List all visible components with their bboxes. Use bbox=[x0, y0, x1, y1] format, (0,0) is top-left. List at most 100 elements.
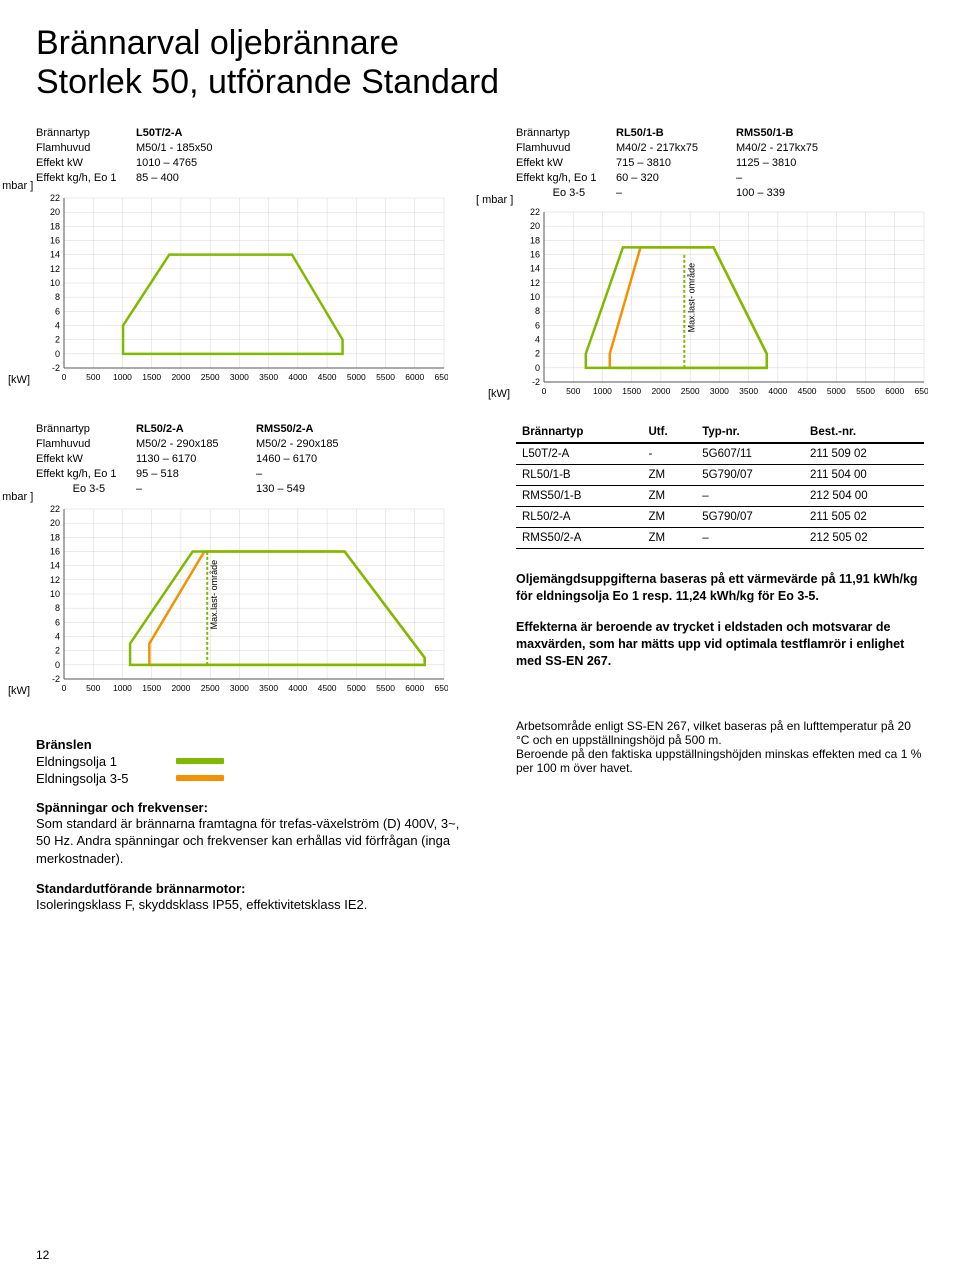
svg-text:10: 10 bbox=[530, 292, 540, 302]
table-cell: 5G607/11 bbox=[696, 443, 804, 465]
chart-2: Max.last- område2220181614121086420-2050… bbox=[516, 208, 928, 398]
spec-value: 1460 – 6170 bbox=[256, 452, 376, 467]
svg-text:5500: 5500 bbox=[376, 683, 395, 693]
svg-text:12: 12 bbox=[50, 574, 60, 584]
svg-text:0: 0 bbox=[535, 363, 540, 373]
table-cell: ZM bbox=[642, 507, 696, 528]
spec-value: – bbox=[736, 171, 856, 186]
spec-value: M50/2 - 290x185 bbox=[136, 437, 256, 452]
table-cell: 5G790/07 bbox=[696, 507, 804, 528]
svg-text:6: 6 bbox=[55, 306, 60, 316]
spec-col-header: L50T/2-A bbox=[136, 126, 256, 141]
table-header: Best.-nr. bbox=[804, 422, 924, 443]
table-cell: ZM bbox=[642, 528, 696, 549]
svg-text:18: 18 bbox=[50, 221, 60, 231]
note-3: Arbetsområde enligt SS-EN 267, vilket ba… bbox=[516, 719, 924, 747]
spec-label: Effekt kg/h, Eo 1 bbox=[36, 467, 136, 482]
spec-col-header: RMS50/2-A bbox=[256, 422, 376, 437]
svg-text:12: 12 bbox=[530, 278, 540, 288]
svg-text:22: 22 bbox=[530, 208, 540, 217]
note-1: Oljemängdsuppgifterna baseras på ett vär… bbox=[516, 571, 924, 605]
motor-body: Isoleringsklass F, skyddsklass IP55, eff… bbox=[36, 896, 476, 914]
maxlast-label: Max.last- område bbox=[686, 263, 696, 333]
fuel-swatch bbox=[176, 775, 224, 781]
table-cell: 212 505 02 bbox=[804, 528, 924, 549]
motor-heading: Standardutförande brännarmotor: bbox=[36, 881, 476, 896]
table-header: Brännartyp bbox=[516, 422, 642, 443]
svg-text:0: 0 bbox=[62, 683, 67, 693]
table-cell: 211 505 02 bbox=[804, 507, 924, 528]
y-axis-unit: [ mbar ] bbox=[0, 180, 33, 192]
chart-3: Max.last- område2220181614121086420-2050… bbox=[36, 505, 448, 695]
svg-text:1000: 1000 bbox=[113, 372, 132, 382]
svg-text:6000: 6000 bbox=[885, 386, 904, 396]
table-cell: RL50/1-B bbox=[516, 465, 642, 486]
svg-text:4500: 4500 bbox=[318, 372, 337, 382]
spec-value: 1010 – 4765 bbox=[136, 156, 256, 171]
svg-text:-2: -2 bbox=[52, 674, 60, 684]
svg-text:3000: 3000 bbox=[230, 683, 249, 693]
svg-text:10: 10 bbox=[50, 278, 60, 288]
svg-text:20: 20 bbox=[50, 207, 60, 217]
svg-text:0: 0 bbox=[55, 348, 60, 358]
spec-value: 60 – 320 bbox=[616, 171, 736, 186]
info-column: BrännartypUtf.Typ-nr.Best.-nr. L50T/2-A-… bbox=[516, 422, 924, 694]
svg-text:12: 12 bbox=[50, 263, 60, 273]
chart-1: 2220181614121086420-20500100015002000250… bbox=[36, 194, 448, 384]
table-cell: RL50/2-A bbox=[516, 507, 642, 528]
table-cell: - bbox=[642, 443, 696, 465]
spec-col-header: RMS50/1-B bbox=[736, 126, 856, 141]
svg-text:14: 14 bbox=[50, 249, 60, 259]
table-cell: ZM bbox=[642, 486, 696, 507]
svg-text:4500: 4500 bbox=[318, 683, 337, 693]
table-cell: RMS50/2-A bbox=[516, 528, 642, 549]
svg-text:2: 2 bbox=[535, 349, 540, 359]
spec-col-header: RL50/1-B bbox=[616, 126, 736, 141]
spec-label: Effekt kg/h, Eo 1 bbox=[36, 171, 136, 186]
svg-text:500: 500 bbox=[566, 386, 580, 396]
svg-text:2000: 2000 bbox=[171, 372, 190, 382]
y-axis-unit: [ mbar ] bbox=[476, 194, 513, 206]
svg-text:18: 18 bbox=[50, 532, 60, 542]
fuel-legend: Bränslen Eldningsolja 1 Eldningsolja 3-5 bbox=[36, 737, 476, 786]
svg-text:6000: 6000 bbox=[405, 683, 424, 693]
x-axis-unit: [kW] bbox=[8, 685, 30, 697]
spec-col-header: RL50/2-A bbox=[136, 422, 256, 437]
table-row: RMS50/1-BZM–212 504 00 bbox=[516, 486, 924, 507]
svg-text:1000: 1000 bbox=[593, 386, 612, 396]
svg-text:5500: 5500 bbox=[376, 372, 395, 382]
table-cell: 211 504 00 bbox=[804, 465, 924, 486]
svg-text:4: 4 bbox=[55, 320, 60, 330]
spec-value: – bbox=[136, 482, 256, 497]
svg-text:0: 0 bbox=[62, 372, 67, 382]
table-cell: 212 504 00 bbox=[804, 486, 924, 507]
table-row: L50T/2-A-5G607/11211 509 02 bbox=[516, 443, 924, 465]
table-cell: RMS50/1-B bbox=[516, 486, 642, 507]
svg-text:18: 18 bbox=[530, 236, 540, 246]
spec-value: – bbox=[256, 467, 376, 482]
svg-text:3500: 3500 bbox=[739, 386, 758, 396]
spec-label: Effekt kg/h, Eo 1 bbox=[516, 171, 616, 186]
spec-label: Flamhuvud bbox=[516, 141, 616, 156]
svg-text:20: 20 bbox=[50, 518, 60, 528]
svg-text:16: 16 bbox=[50, 546, 60, 556]
table-cell: 211 509 02 bbox=[804, 443, 924, 465]
fuel-legend-title: Bränslen bbox=[36, 737, 476, 752]
note-4: Beroende på den faktiska uppställningshö… bbox=[516, 747, 924, 775]
note-2: Effekterna är beroende av trycket i elds… bbox=[516, 619, 924, 670]
table-cell: – bbox=[696, 486, 804, 507]
spec-value: M40/2 - 217kx75 bbox=[616, 141, 736, 156]
spec-value: M50/2 - 290x185 bbox=[256, 437, 376, 452]
spec-value: 100 – 339 bbox=[736, 186, 856, 201]
x-axis-unit: [kW] bbox=[8, 374, 30, 386]
svg-text:6: 6 bbox=[55, 617, 60, 627]
fuel-swatch bbox=[176, 758, 224, 764]
fuel-label: Eldningsolja 1 bbox=[36, 754, 166, 769]
svg-text:6500: 6500 bbox=[435, 372, 448, 382]
svg-text:3000: 3000 bbox=[710, 386, 729, 396]
fuel-item: Eldningsolja 3-5 bbox=[36, 771, 476, 786]
spec-label: Effekt kW bbox=[36, 156, 136, 171]
svg-text:6000: 6000 bbox=[405, 372, 424, 382]
svg-text:4000: 4000 bbox=[768, 386, 787, 396]
svg-text:20: 20 bbox=[530, 222, 540, 232]
